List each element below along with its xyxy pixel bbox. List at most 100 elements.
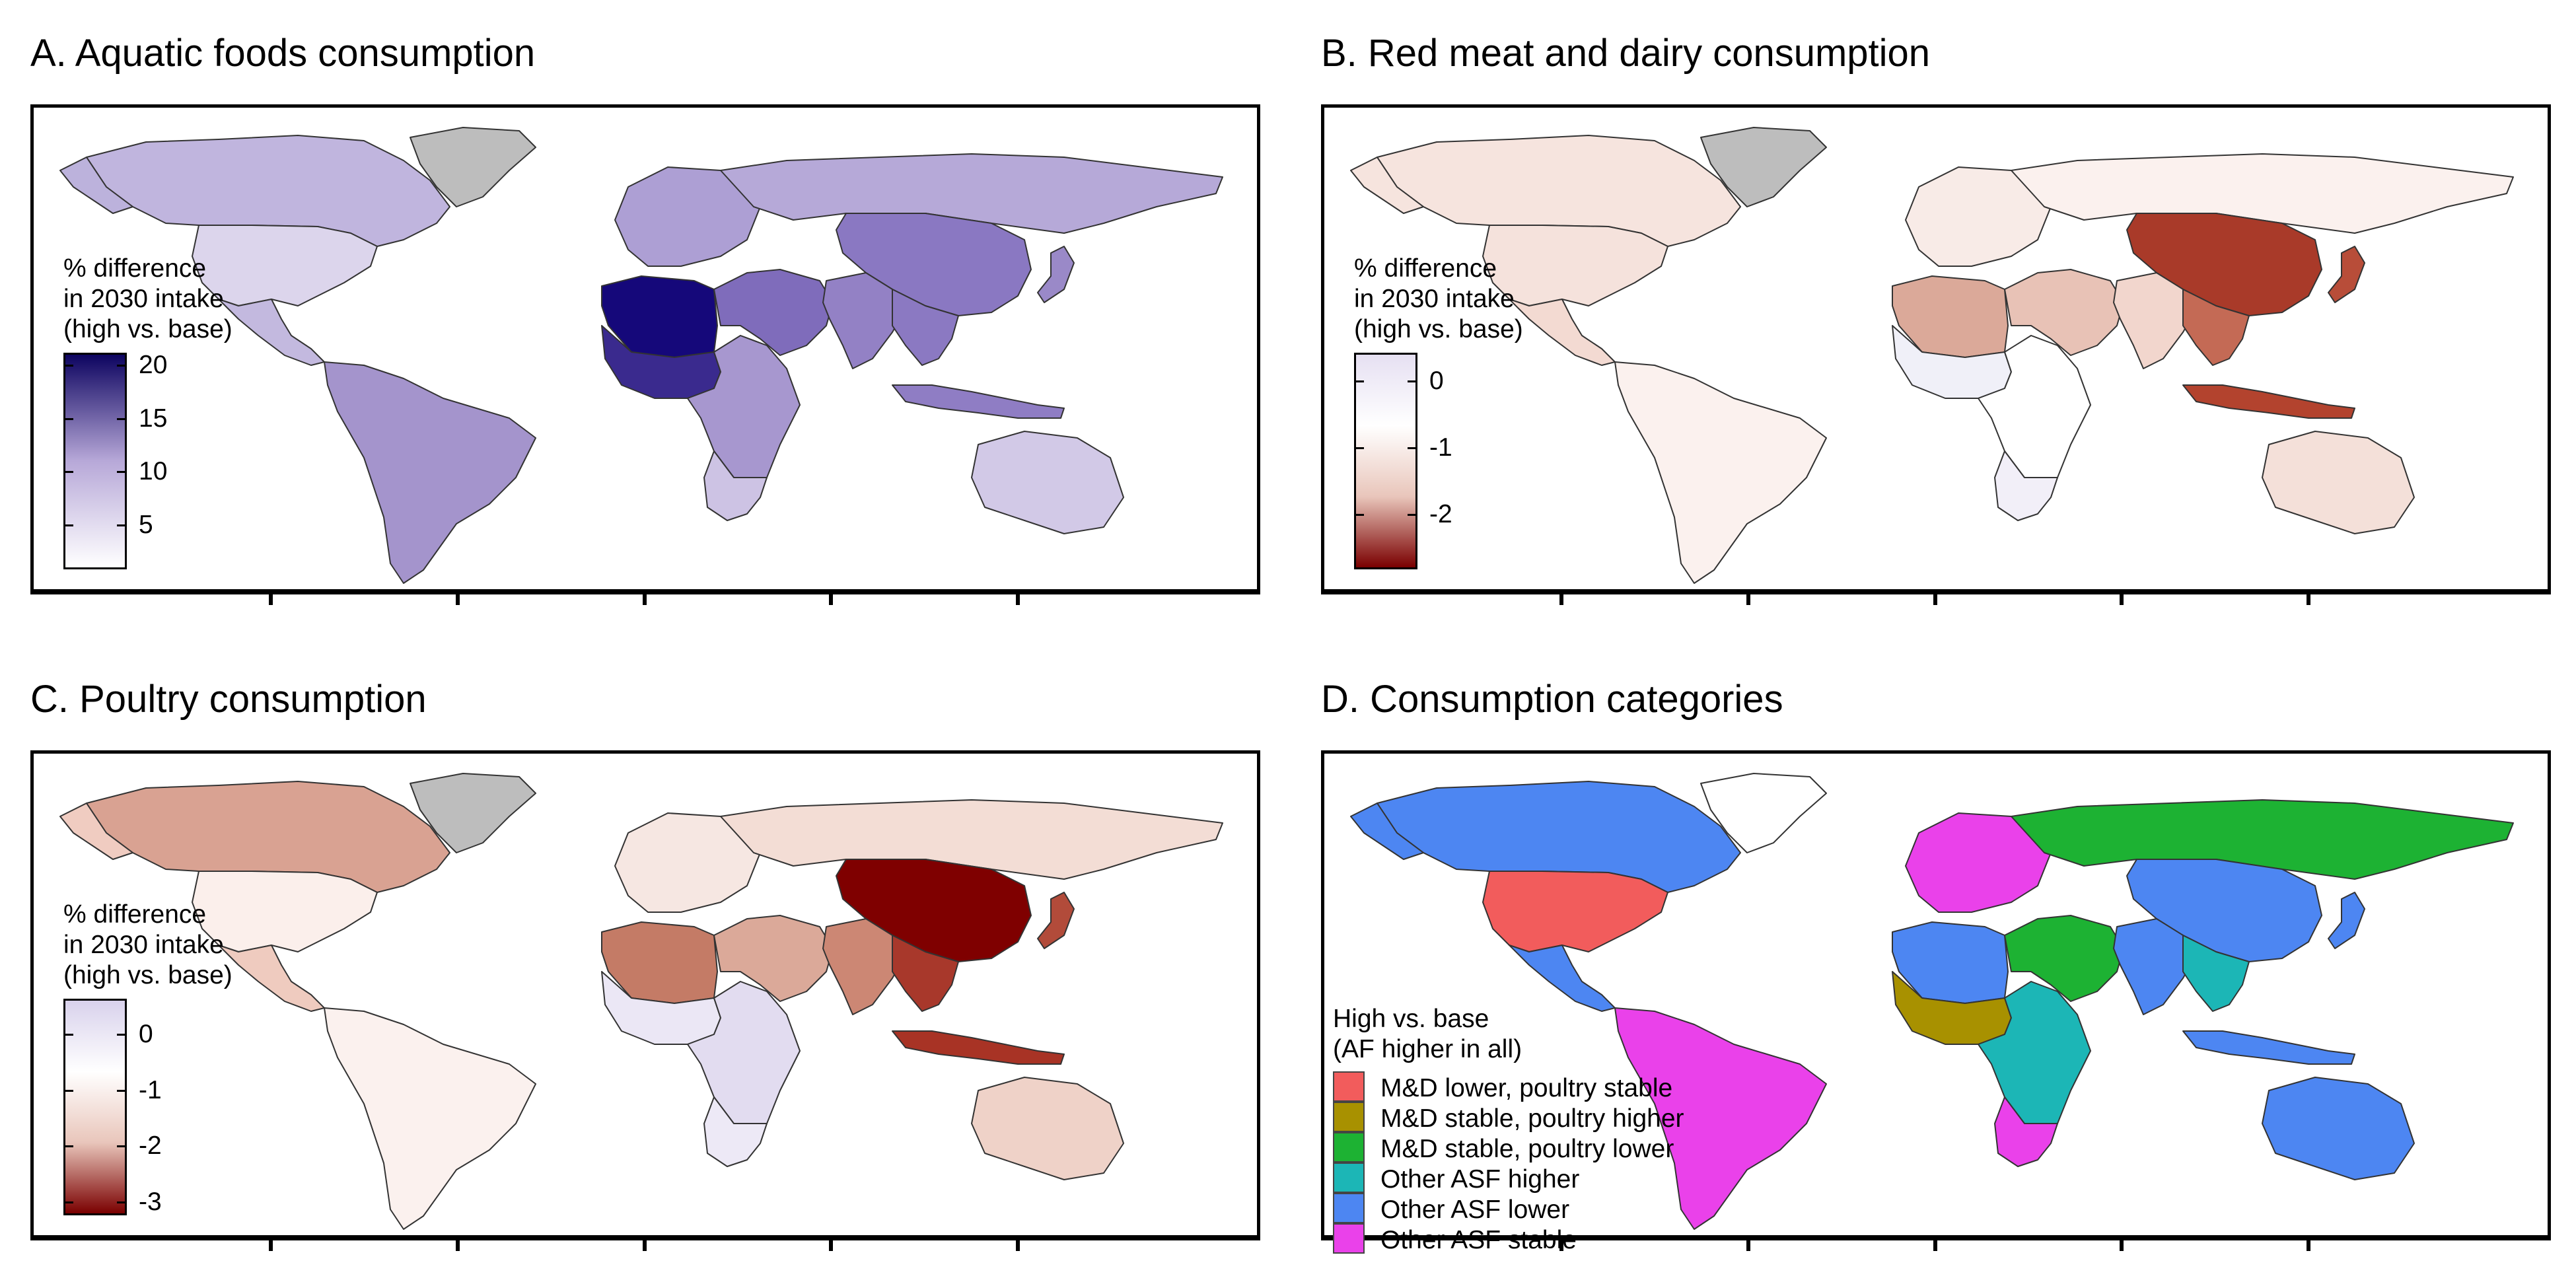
- region-middle-east: [713, 269, 834, 356]
- panel-title: B. Red meat and dairy consumption: [1321, 32, 1931, 75]
- colorbar-tick-label: 10: [139, 457, 168, 486]
- region-se-asia: [892, 935, 959, 1012]
- axis-tick: [2307, 593, 2310, 605]
- axis-tick: [1933, 1239, 1937, 1251]
- legend-title: % difference in 2030 intake (high vs. ba…: [63, 254, 233, 343]
- legend-swatch: [1333, 1163, 1365, 1193]
- colorbar-tick-label: -2: [139, 1131, 162, 1161]
- region-us: [192, 871, 378, 952]
- axis-tick: [456, 593, 460, 605]
- region-north-america: [1350, 157, 1424, 214]
- region-indonesia: [2182, 1030, 2355, 1065]
- region-us: [1482, 871, 1668, 952]
- region-southern-africa: [703, 1096, 768, 1167]
- legend-swatch: [1333, 1132, 1365, 1163]
- world-map: [59, 127, 1223, 584]
- region-mexico: [218, 299, 325, 366]
- region-se-asia: [2182, 289, 2250, 366]
- legend-label: Other ASF lower: [1380, 1196, 1570, 1224]
- region-india: [2113, 272, 2197, 369]
- legend-title: % difference in 2030 intake (high vs. ba…: [1354, 254, 1523, 343]
- axis-tick: [269, 1239, 273, 1251]
- colorbar-tick: [117, 524, 125, 526]
- axis-tick: [643, 1239, 647, 1251]
- region-europe: [1905, 166, 2052, 267]
- map-axis-line: [1321, 589, 2551, 594]
- map-axis-line: [1321, 1235, 2551, 1240]
- colorbar-tick-label: -1: [139, 1075, 162, 1104]
- region-japan: [1037, 892, 1075, 949]
- colorbar-tick: [65, 1089, 73, 1092]
- region-australia: [2262, 431, 2415, 534]
- colorbar-tick-label: 0: [139, 1019, 153, 1048]
- legend-label: M&D lower, poultry stable: [1380, 1074, 1673, 1102]
- colorbar-tick: [65, 365, 73, 367]
- region-europe: [614, 812, 761, 913]
- region-canada: [86, 135, 450, 247]
- region-north-america: [59, 157, 133, 214]
- colorbar-tick: [117, 1089, 125, 1092]
- region-indonesia: [892, 1030, 1065, 1065]
- world-map: [1350, 127, 2514, 584]
- colorbar-tick: [65, 1033, 73, 1036]
- axis-tick: [2120, 593, 2124, 605]
- axis-tick: [1559, 1239, 1563, 1251]
- colorbar-tick: [65, 524, 73, 526]
- legend-label: Other ASF higher: [1380, 1165, 1580, 1194]
- axis-tick: [2307, 1239, 2310, 1251]
- colorbar-tick-label: 20: [139, 351, 168, 380]
- colorbar-tick: [65, 1145, 73, 1148]
- colorbar-tick: [117, 1201, 125, 1204]
- world-map: [59, 773, 1223, 1230]
- axis-tick: [1746, 1239, 1750, 1251]
- colorbar-tick: [65, 471, 73, 474]
- colorbar-tick: [1356, 447, 1364, 449]
- map-frame: [30, 750, 1260, 1239]
- axis-tick: [2120, 1239, 2124, 1251]
- map-axis-line: [30, 589, 1260, 594]
- axis-tick: [1016, 1239, 1020, 1251]
- region-china: [2126, 213, 2322, 316]
- region-canada: [1377, 135, 1741, 247]
- region-southern-africa: [1994, 1096, 2058, 1167]
- region-mexico: [1509, 945, 1616, 1012]
- axis-tick: [1746, 593, 1750, 605]
- region-japan: [1037, 246, 1075, 303]
- colorbar-tick: [1356, 380, 1364, 383]
- map-frame: [30, 104, 1260, 593]
- region-us: [1482, 225, 1668, 306]
- region-mexico: [1509, 299, 1616, 366]
- colorbar-tick: [1408, 447, 1415, 449]
- region-india: [822, 918, 906, 1015]
- map-legend: % difference in 2030 intake (high vs. ba…: [63, 900, 233, 1215]
- axis-tick: [269, 593, 273, 605]
- colorbar-tick-label: -1: [1429, 433, 1452, 462]
- axis-tick: [643, 593, 647, 605]
- region-australia: [971, 1077, 1124, 1180]
- colorbar-tick-label: 0: [1429, 367, 1444, 396]
- panel-title: A. Aquatic foods consumption: [30, 32, 536, 75]
- region-europe: [614, 166, 761, 267]
- colorbar-tick: [117, 365, 125, 367]
- region-china: [836, 213, 1032, 316]
- region-india: [2113, 918, 2197, 1015]
- colorbar-tick: [117, 417, 125, 420]
- colorbar-tick-label: -3: [139, 1188, 162, 1217]
- colorbar-tick: [1408, 513, 1415, 516]
- map-legend: % difference in 2030 intake (high vs. ba…: [1354, 254, 1523, 569]
- colorbar: [63, 353, 127, 569]
- map-frame: [1321, 104, 2551, 593]
- colorbar: [1354, 353, 1417, 569]
- region-china: [2126, 859, 2322, 962]
- colorbar-tick: [65, 417, 73, 420]
- region-southern-africa: [703, 450, 768, 521]
- region-north-america: [59, 803, 133, 860]
- colorbar-tick: [117, 471, 125, 474]
- region-south-america: [324, 361, 536, 584]
- colorbar-tick-label: -2: [1429, 499, 1452, 528]
- axis-tick: [1559, 593, 1563, 605]
- axis-tick: [1933, 593, 1937, 605]
- legend-label: Other ASF stable: [1380, 1226, 1577, 1254]
- region-us: [192, 225, 378, 306]
- region-south-america: [1614, 361, 1827, 584]
